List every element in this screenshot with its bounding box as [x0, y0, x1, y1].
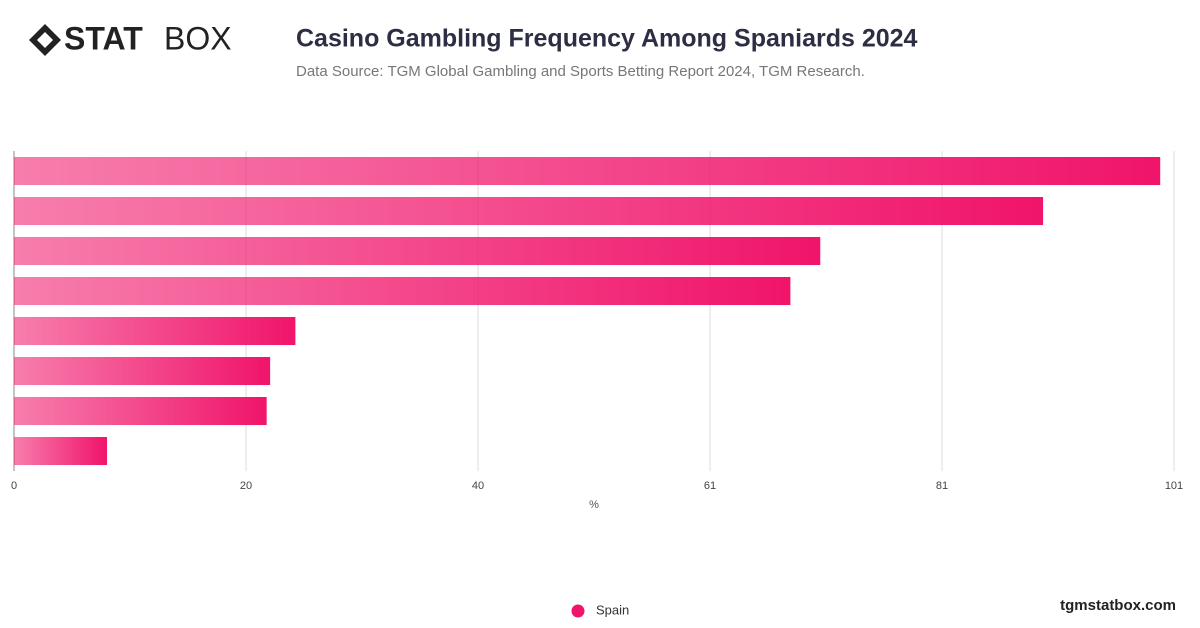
logo: STAT BOX: [29, 20, 232, 56]
bar: [14, 317, 296, 345]
bar: [14, 397, 267, 425]
chart-subtitle: Data Source: TGM Global Gambling and Spo…: [296, 63, 865, 80]
footer: tgmstatbox.com: [1060, 597, 1176, 614]
x-tick-label: 0: [11, 480, 17, 492]
bar: [14, 237, 821, 265]
x-axis-label: %: [589, 499, 599, 511]
legend-label[interactable]: Spain: [596, 602, 629, 617]
bar: [14, 277, 791, 305]
x-tick-label: 101: [1165, 480, 1183, 492]
x-tick-label: 40: [472, 480, 484, 492]
bar: [14, 357, 271, 385]
bar: [14, 437, 108, 465]
bar: [14, 157, 1161, 185]
logo-bold: STAT: [64, 20, 143, 56]
x-tick-label: 81: [936, 480, 948, 492]
logo-light: BOX: [164, 20, 232, 56]
x-tick-label: 20: [240, 480, 252, 492]
x-tick-label: 61: [704, 480, 716, 492]
bar: [14, 197, 1044, 225]
legend-marker: [571, 604, 585, 618]
chart-title: Casino Gambling Frequency Among Spaniard…: [296, 25, 918, 53]
